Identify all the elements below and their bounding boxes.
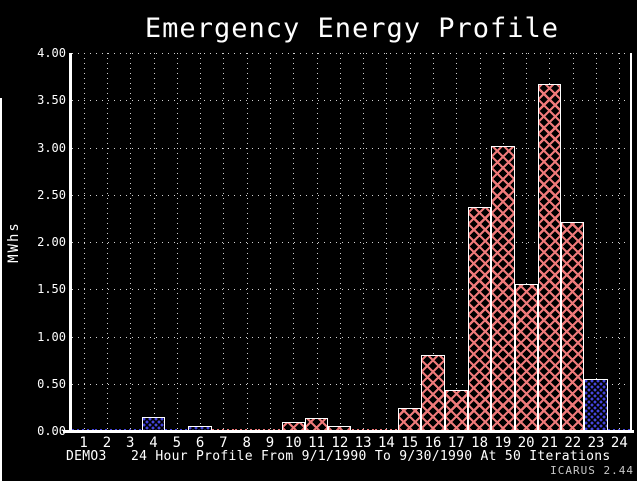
x-tick-label-20: 20 bbox=[517, 435, 535, 451]
x-tick-label-15: 15 bbox=[401, 435, 419, 451]
x-tick-label-13: 13 bbox=[354, 435, 372, 451]
gridline-y-1.5 bbox=[72, 289, 631, 291]
x-tick-label-9: 9 bbox=[265, 435, 275, 451]
bar-hour-23 bbox=[584, 379, 608, 431]
gridline-x-1 bbox=[83, 53, 85, 431]
gridline-x-14 bbox=[386, 53, 388, 431]
x-tick-label-24: 24 bbox=[610, 435, 628, 451]
bar-hour-21 bbox=[537, 84, 562, 431]
y-tick-label-1.50: 1.50 bbox=[37, 282, 66, 297]
gridline-x-4 bbox=[153, 53, 155, 431]
x-tick-label-3: 3 bbox=[126, 435, 135, 451]
gridline-x-20 bbox=[526, 53, 528, 431]
gridline-x-15 bbox=[409, 53, 411, 431]
bar-hour-17 bbox=[444, 390, 468, 431]
gridline-x-16 bbox=[433, 53, 435, 431]
x-tick-label-16: 16 bbox=[424, 435, 442, 451]
y-tick-label-3.50: 3.50 bbox=[37, 93, 66, 108]
gridline-y-1 bbox=[72, 336, 631, 338]
gridline-x-10 bbox=[293, 53, 295, 431]
gridline-x-24 bbox=[619, 53, 621, 431]
x-axis-line bbox=[63, 430, 634, 433]
gridline-y-4 bbox=[72, 53, 631, 54]
gridline-x-2 bbox=[106, 53, 108, 431]
bar-hour-4 bbox=[141, 416, 166, 431]
x-tick-label-18: 18 bbox=[471, 435, 489, 451]
gridline-y-2 bbox=[72, 242, 631, 243]
gridline-x-7 bbox=[223, 53, 225, 431]
x-tick-label-7: 7 bbox=[219, 435, 228, 451]
right-frame-line bbox=[630, 53, 632, 431]
y-tick-label-3.00: 3.00 bbox=[37, 140, 66, 155]
x-tick-label-21: 21 bbox=[541, 435, 558, 451]
gridline-x-5 bbox=[176, 53, 178, 431]
x-axis-caption: DEMO3 24 Hour Profile From 9/1/1990 To 9… bbox=[66, 449, 611, 464]
gridline-x-9 bbox=[269, 53, 271, 431]
x-tick-label-10: 10 bbox=[284, 435, 302, 451]
bar-hour-19 bbox=[491, 145, 515, 431]
x-tick-label-23: 23 bbox=[587, 435, 605, 451]
gridline-x-12 bbox=[339, 53, 341, 431]
bar-hour-16 bbox=[421, 355, 445, 431]
gridline-x-13 bbox=[363, 53, 365, 431]
gridline-y-2.5 bbox=[72, 194, 631, 196]
x-tick-label-1: 1 bbox=[79, 435, 88, 451]
gridline-y-3 bbox=[72, 147, 631, 149]
y-axis-label: MWhs bbox=[6, 221, 22, 263]
chart-title: Emergency Energy Profile bbox=[144, 13, 560, 44]
x-tick-label-5: 5 bbox=[172, 435, 182, 451]
x-tick-labels: 1 2 3 4 5 6 7 8 9 10 11 12 13 14 15 16 17 18 19 20 21 22 23 24 bbox=[72, 436, 631, 450]
x-tick-label-8: 8 bbox=[242, 435, 251, 451]
y-tick-label-2.00: 2.00 bbox=[37, 235, 66, 249]
y-tick-label-4.00: 4.00 bbox=[37, 46, 66, 60]
bar-hour-11 bbox=[304, 417, 329, 431]
x-tick-label-2: 2 bbox=[102, 435, 112, 451]
y-tick-label-2.50: 2.50 bbox=[37, 187, 66, 202]
bar-hour-22 bbox=[561, 222, 585, 431]
x-tick-label-17: 17 bbox=[447, 435, 465, 451]
gridline-x-23 bbox=[596, 53, 598, 431]
screen-left-border bbox=[0, 98, 2, 481]
x-tick-label-22: 22 bbox=[564, 435, 582, 451]
gridline-y-0.5 bbox=[72, 383, 631, 385]
x-tick-label-19: 19 bbox=[494, 435, 512, 451]
x-tick-label-11: 11 bbox=[308, 435, 325, 451]
bar-hour-18 bbox=[467, 207, 492, 431]
y-tick-label-1.00: 1.00 bbox=[37, 329, 66, 344]
gridline-x-11 bbox=[316, 53, 318, 431]
x-tick-label-12: 12 bbox=[331, 435, 349, 451]
y-axis-line bbox=[69, 53, 72, 433]
gridline-x-17 bbox=[456, 53, 458, 431]
x-tick-label-4: 4 bbox=[149, 435, 158, 451]
gridline-y-3.5 bbox=[72, 100, 631, 102]
x-tick-label-6: 6 bbox=[195, 435, 205, 451]
bar-hour-15 bbox=[398, 408, 422, 431]
gridline-x-8 bbox=[246, 53, 248, 431]
app-version-text: ICARUS 2.44 bbox=[550, 464, 634, 477]
y-tick-label-0.00: 0.00 bbox=[37, 424, 66, 438]
x-tick-label-14: 14 bbox=[378, 435, 395, 451]
y-tick-label-0.50: 0.50 bbox=[37, 376, 66, 391]
plot-area bbox=[72, 53, 631, 431]
gridline-x-6 bbox=[200, 53, 202, 431]
gridline-x-3 bbox=[130, 53, 132, 431]
bar-hour-20 bbox=[514, 283, 538, 431]
